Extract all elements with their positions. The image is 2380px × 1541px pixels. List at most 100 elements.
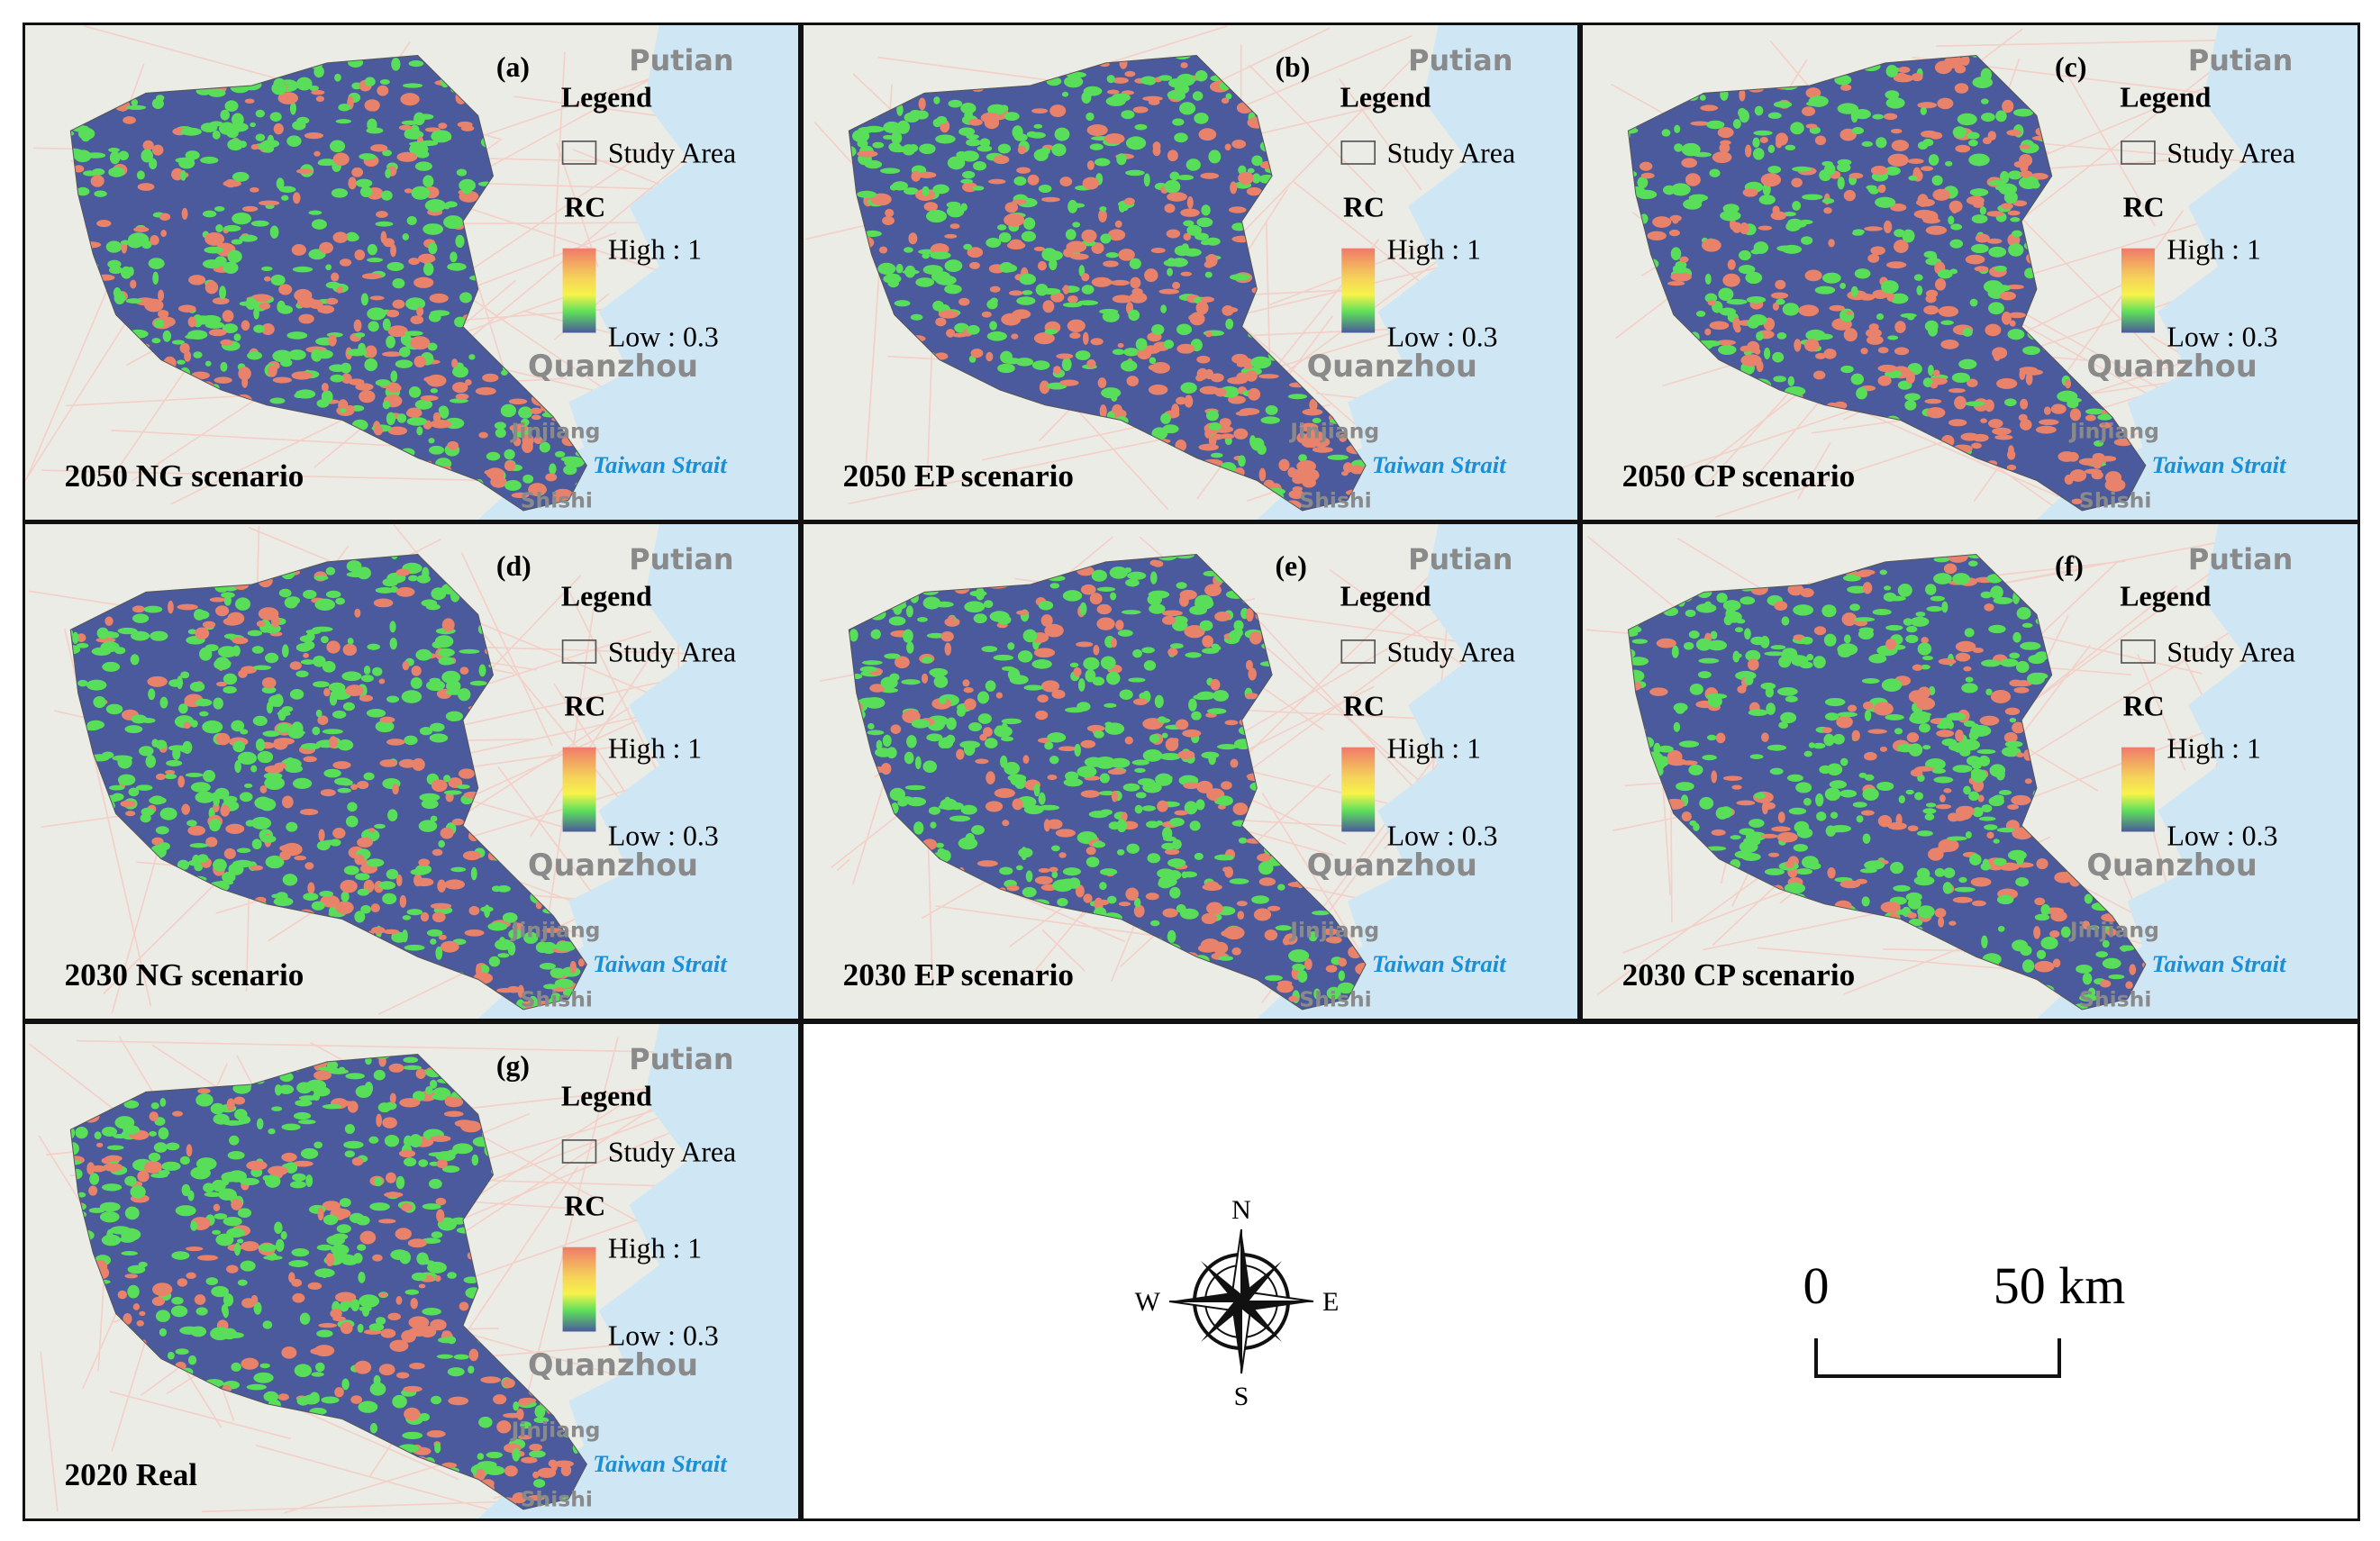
high-patch: [977, 860, 998, 867]
high-patch: [204, 231, 225, 246]
high-patch: [2018, 413, 2028, 422]
high-patch: [431, 779, 448, 793]
green-patch: [883, 274, 902, 284]
green-patch: [993, 654, 1014, 661]
high-patch: [1883, 113, 1898, 121]
green-patch: [926, 632, 946, 639]
high-patch: [1865, 328, 1882, 339]
high-patch: [437, 879, 447, 893]
green-patch: [316, 840, 331, 851]
high-patch: [1930, 382, 1938, 389]
green-patch: [984, 738, 998, 748]
green-patch: [1257, 444, 1267, 456]
green-patch: [1850, 373, 1864, 385]
high-patch: [1963, 666, 1972, 672]
high-patch: [1843, 328, 1858, 342]
green-patch: [382, 400, 391, 410]
green-patch: [222, 323, 239, 333]
green-patch: [1099, 773, 1110, 784]
high-patch: [2002, 99, 2014, 113]
green-patch: [1902, 229, 1915, 243]
high-patch: [968, 118, 983, 126]
high-patch: [1090, 338, 1104, 346]
high-patch: [1940, 340, 1959, 349]
high-patch: [2043, 406, 2051, 415]
high-patch: [482, 373, 499, 383]
high-patch: [1176, 396, 1187, 405]
green-patch: [1068, 77, 1078, 86]
green-patch: [289, 102, 296, 115]
green-patch: [956, 150, 967, 159]
green-patch: [1739, 249, 1751, 261]
green-patch: [1188, 698, 1197, 712]
green-patch: [287, 728, 304, 739]
green-patch: [979, 138, 991, 148]
green-patch: [330, 374, 344, 383]
high-patch: [468, 905, 480, 916]
high-patch: [869, 684, 886, 693]
high-patch: [1012, 199, 1027, 204]
high-patch: [357, 837, 373, 848]
high-patch: [1130, 276, 1141, 289]
green-patch: [1149, 603, 1166, 614]
green-patch: [964, 601, 986, 613]
green-patch: [930, 251, 951, 260]
high-patch: [1180, 208, 1200, 217]
high-patch: [916, 171, 937, 178]
green-patch: [390, 370, 398, 383]
green-patch: [470, 866, 477, 881]
green-patch: [906, 641, 914, 654]
green-patch: [277, 304, 294, 314]
green-patch: [296, 116, 310, 124]
green-patch: [1183, 220, 1195, 227]
high-patch: [1016, 167, 1031, 174]
green-patch: [445, 711, 463, 721]
high-patch: [1667, 281, 1685, 286]
green-patch: [422, 223, 444, 235]
high-patch: [250, 144, 259, 150]
high-patch: [259, 200, 280, 206]
green-patch: [139, 746, 154, 757]
high-patch: [1292, 485, 1304, 492]
green-patch: [1023, 684, 1044, 691]
high-patch: [1877, 185, 1886, 194]
green-patch: [338, 103, 350, 112]
green-patch: [313, 681, 330, 688]
high-patch: [416, 306, 424, 317]
green-patch: [1917, 141, 1929, 150]
high-patch: [1248, 667, 1257, 681]
green-patch: [345, 815, 359, 828]
green-patch: [312, 726, 321, 736]
road: [1249, 64, 1376, 194]
high-patch: [402, 660, 410, 671]
green-patch: [904, 784, 926, 791]
green-patch: [1118, 202, 1126, 213]
green-patch: [1083, 657, 1100, 670]
green-patch: [863, 230, 882, 238]
green-patch: [1099, 809, 1113, 816]
high-patch: [517, 984, 524, 998]
high-patch: [241, 320, 250, 331]
high-patch: [1228, 206, 1247, 213]
green-patch: [935, 842, 944, 848]
high-patch: [464, 929, 485, 937]
green-patch: [1163, 340, 1175, 349]
high-patch: [1148, 384, 1168, 395]
green-patch: [1169, 643, 1184, 649]
high-patch: [177, 603, 198, 611]
green-patch: [949, 815, 971, 822]
high-patch: [1083, 893, 1093, 903]
green-patch: [1945, 160, 1953, 167]
green-patch: [550, 967, 566, 978]
high-patch: [1149, 559, 1160, 567]
high-patch: [1182, 729, 1202, 738]
panel-label: (c): [2055, 51, 2086, 83]
green-patch: [487, 922, 508, 931]
green-patch: [408, 386, 422, 398]
green-patch: [402, 915, 412, 920]
road: [1596, 872, 1767, 996]
high-patch: [1091, 242, 1104, 254]
high-patch: [1111, 638, 1117, 648]
high-patch: [1123, 197, 1135, 205]
high-patch: [1948, 387, 1966, 394]
